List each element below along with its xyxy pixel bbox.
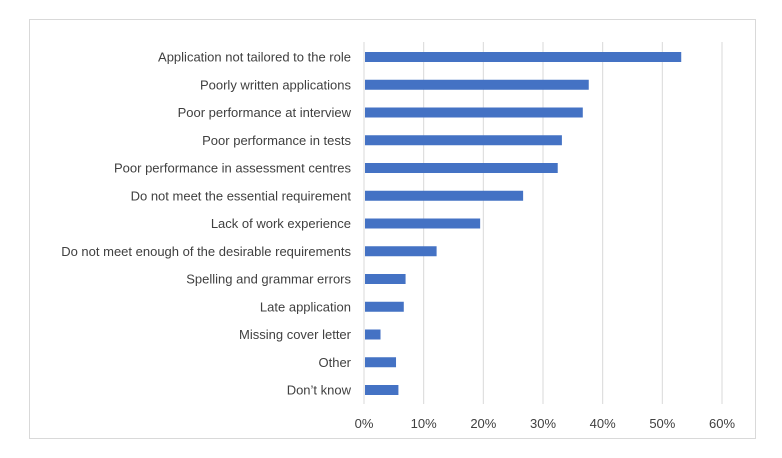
bar xyxy=(365,135,562,146)
x-tick-label: 10% xyxy=(411,416,437,431)
bar xyxy=(365,52,682,62)
bar xyxy=(365,218,481,229)
category-label: Do not meet the essential requirement xyxy=(131,188,352,203)
bar xyxy=(365,329,381,340)
bar xyxy=(365,107,583,118)
category-label: Missing cover letter xyxy=(239,327,352,342)
bar xyxy=(365,274,406,284)
category-label: Late application xyxy=(260,299,351,314)
category-label: Other xyxy=(318,355,351,370)
bar xyxy=(365,301,404,312)
category-label: Poor performance at interview xyxy=(178,105,352,120)
x-tick-label: 0% xyxy=(355,416,374,431)
x-tick-label: 30% xyxy=(530,416,556,431)
bar xyxy=(365,163,558,173)
bar xyxy=(365,79,589,90)
x-tick-label: 40% xyxy=(590,416,616,431)
bar xyxy=(365,357,397,368)
category-label: Don’t know xyxy=(287,383,352,398)
x-tick-label: 50% xyxy=(649,416,675,431)
bar xyxy=(365,246,437,257)
bar xyxy=(365,190,524,201)
category-label: Poorly written applications xyxy=(200,77,352,92)
x-tick-label: 60% xyxy=(709,416,735,431)
category-label: Do not meet enough of the desirable requ… xyxy=(61,244,351,259)
bar xyxy=(365,385,399,395)
category-label: Poor performance in tests xyxy=(202,133,351,148)
category-label: Poor performance in assessment centres xyxy=(114,161,351,176)
category-label: Application not tailored to the role xyxy=(158,50,351,65)
category-label: Spelling and grammar errors xyxy=(186,272,351,287)
category-label: Lack of work experience xyxy=(211,216,351,231)
x-tick-label: 20% xyxy=(470,416,496,431)
